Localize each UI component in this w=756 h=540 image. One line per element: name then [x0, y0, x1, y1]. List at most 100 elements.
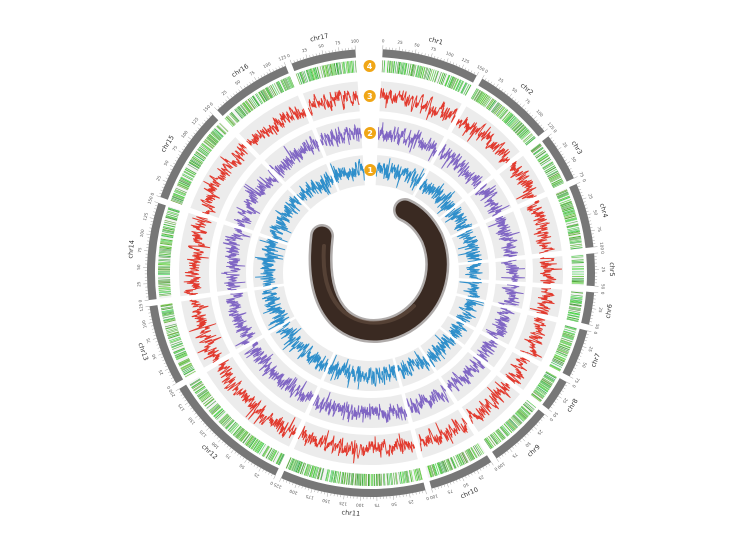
density-mark — [448, 76, 454, 88]
chromosome-tick — [176, 157, 179, 159]
density-mark — [195, 151, 207, 159]
chromosome-tick — [517, 442, 519, 445]
tick-label: 50 — [136, 264, 141, 270]
density-mark — [162, 227, 175, 231]
track-lines — [183, 87, 562, 464]
density-mark — [268, 85, 276, 97]
density-mark — [278, 453, 285, 466]
density-mark — [219, 414, 229, 424]
density-mark — [255, 441, 263, 453]
density-mark — [555, 351, 568, 357]
density-mark — [518, 409, 528, 418]
chromosome-tick — [548, 133, 552, 137]
density-mark — [254, 441, 263, 452]
density-mark — [564, 215, 577, 220]
density-mark — [260, 90, 267, 102]
density-mark — [306, 464, 311, 477]
track-3-line — [539, 257, 562, 284]
density-mark — [175, 187, 187, 194]
track-3-line — [189, 299, 222, 363]
chromosome-tick — [310, 489, 313, 493]
density-mark — [336, 471, 340, 484]
chromosome-tick — [464, 67, 467, 70]
density-mark — [158, 287, 171, 290]
tick-label: 100 — [535, 109, 544, 118]
density-mark — [419, 468, 423, 480]
density-mark — [453, 78, 459, 90]
chromosome-tick — [214, 434, 217, 437]
density-mark — [569, 240, 582, 244]
density-mark — [568, 233, 581, 237]
density-mark — [294, 460, 300, 473]
density-mark — [553, 356, 565, 363]
chromosome-tick — [162, 179, 167, 182]
density-mark — [344, 472, 347, 485]
density-mark — [480, 94, 488, 105]
chromosome-tick — [163, 362, 166, 364]
density-mark — [159, 250, 172, 253]
chromosome-tick — [586, 333, 589, 335]
chromosome-tick — [282, 479, 285, 482]
tick-label: 50 — [524, 441, 532, 449]
density-mark — [248, 98, 256, 109]
density-mark — [438, 462, 444, 474]
density-mark — [550, 176, 562, 183]
density-mark — [439, 72, 444, 85]
density-mark — [331, 63, 335, 76]
density-mark — [240, 432, 249, 443]
density-mark — [351, 60, 354, 73]
density-mark — [445, 75, 451, 87]
chromosome-tick — [479, 468, 482, 471]
density-mark — [430, 69, 435, 82]
chromosome-tick — [208, 115, 211, 118]
density-mark — [236, 429, 245, 439]
density-mark — [569, 304, 582, 307]
density-mark — [329, 470, 333, 482]
density-mark — [246, 435, 254, 447]
density-mark — [325, 469, 329, 482]
density-mark — [556, 349, 569, 355]
chromosome-tick — [172, 383, 177, 386]
density-mark — [161, 307, 174, 311]
density-mark — [492, 432, 500, 443]
density-mark — [225, 419, 234, 429]
density-mark — [271, 450, 278, 462]
chromosome-tick — [181, 148, 184, 151]
density-mark — [172, 195, 184, 201]
density-mark — [449, 76, 455, 89]
tick-label: 0 — [493, 466, 498, 472]
density-mark — [547, 170, 558, 177]
density-mark — [563, 331, 575, 336]
density-mark — [174, 191, 186, 197]
tick-label: 50 — [234, 79, 242, 86]
density-mark — [567, 314, 580, 318]
chromosome-tick — [153, 334, 156, 336]
chromosome-tick — [584, 204, 587, 206]
track-background-segment — [323, 353, 400, 391]
density-mark — [526, 137, 536, 146]
density-mark — [296, 461, 301, 473]
density-mark — [163, 317, 176, 321]
chromosome-tick — [462, 477, 465, 482]
density-mark — [160, 304, 173, 308]
density-mark — [284, 78, 290, 90]
chromosome-tick — [266, 72, 269, 75]
tick-label: 0 — [600, 292, 605, 295]
chromosome-tick — [449, 61, 451, 64]
density-mark — [559, 341, 572, 347]
density-mark — [558, 343, 571, 349]
chromosome-tick — [279, 478, 282, 482]
density-mark — [570, 247, 583, 250]
density-mark — [564, 326, 577, 331]
density-mark — [538, 383, 550, 391]
density-mark — [568, 307, 581, 311]
density-mark — [402, 62, 405, 75]
density-mark — [267, 448, 274, 460]
density-mark — [265, 447, 273, 459]
density-mark — [481, 94, 489, 106]
density-mark — [544, 374, 555, 382]
density-mark — [178, 358, 190, 365]
density-mark — [324, 65, 328, 77]
chromosome-tick — [537, 122, 540, 125]
